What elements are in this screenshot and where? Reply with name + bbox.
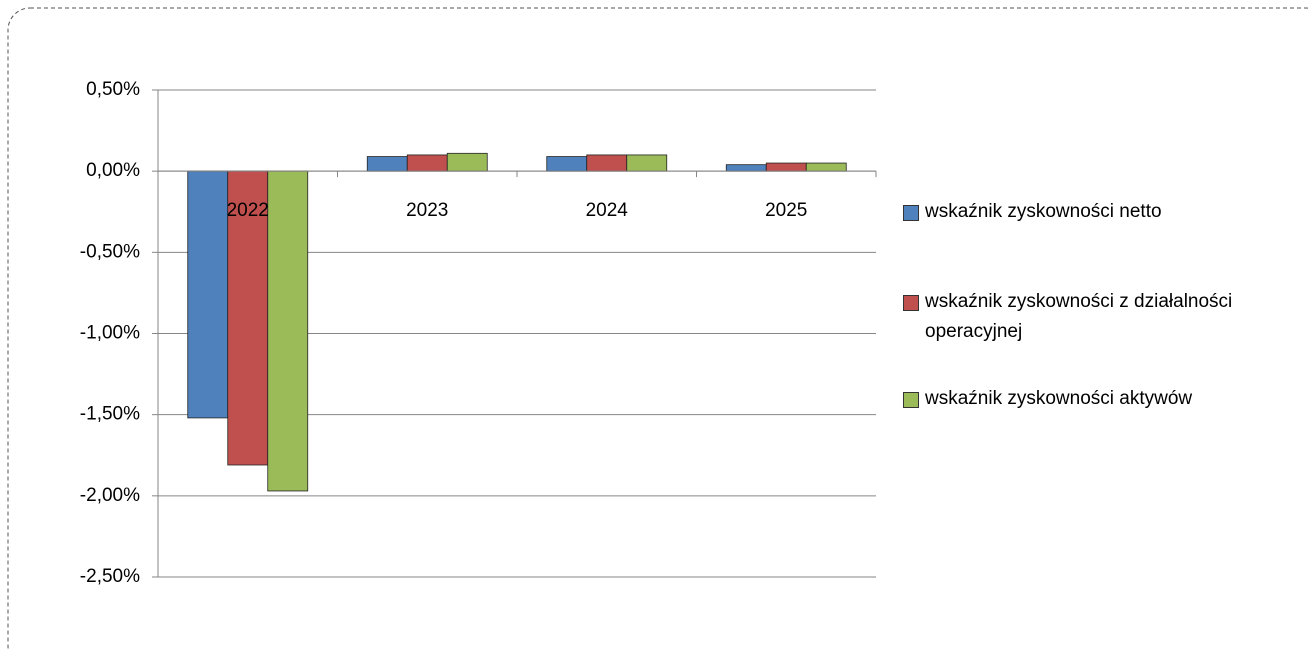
legend-swatch (903, 205, 919, 221)
legend-entry: wskaźnik zyskowności z działalności oper… (903, 287, 1303, 347)
bar (765, 162, 807, 172)
x-tick-label: 2024 (586, 200, 629, 221)
bar (725, 164, 767, 172)
x-tick-label: 2025 (765, 200, 807, 221)
bar (406, 154, 448, 172)
bar (586, 154, 628, 172)
y-tick-label: 0,00% (86, 160, 140, 181)
legend-label: wskaźnik zyskowności z działalności oper… (925, 291, 1233, 342)
x-tick-label: 2023 (406, 200, 448, 221)
bar (626, 154, 668, 172)
bar (187, 170, 229, 419)
chart-border (7, 7, 1309, 654)
y-tick-label: -1,50% (80, 404, 140, 425)
y-tick-label: -1,00% (80, 323, 140, 344)
legend-entry: wskaźnik zyskowności aktywów (903, 384, 1303, 414)
bar (267, 170, 309, 492)
bar (805, 162, 847, 172)
legend-label: wskaźnik zyskowności aktywów (925, 388, 1193, 409)
y-tick-label: -2,50% (80, 566, 140, 587)
legend-entry: wskaźnik zyskowności netto (903, 197, 1303, 227)
y-tick-label: 0,50% (86, 79, 140, 100)
bar (546, 156, 588, 172)
bar (366, 156, 408, 172)
bar (446, 152, 488, 172)
y-tick-label: -0,50% (80, 241, 140, 262)
legend-swatch (903, 295, 919, 311)
legend-label: wskaźnik zyskowności netto (925, 201, 1162, 222)
legend-swatch (903, 392, 919, 408)
y-tick-label: -2,00% (80, 485, 140, 506)
bar (227, 170, 269, 466)
x-tick-label: 2022 (227, 200, 269, 221)
